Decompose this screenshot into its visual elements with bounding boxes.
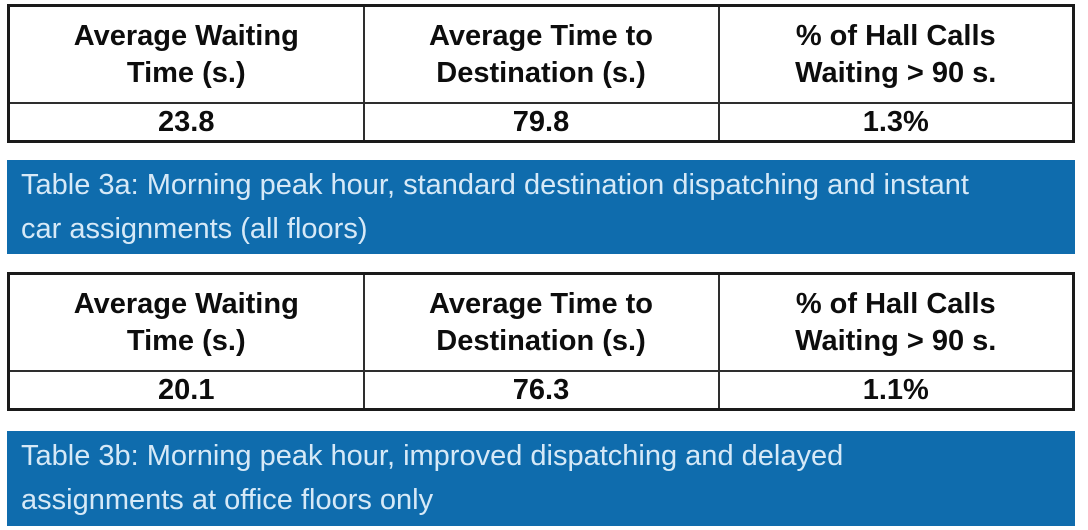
results-table-3a: Average Waiting Time (s.) Average Time t… [7,4,1075,143]
table-caption-3b: Table 3b: Morning peak hour, improved di… [7,431,1075,526]
value-avg-waiting-time: 20.1 [7,370,365,411]
header-row: Average Waiting Time (s.) Average Time t… [7,4,1075,104]
value-avg-time-to-destination: 76.3 [362,370,720,411]
column-header-avg-waiting-time: Average Waiting Time (s.) [7,272,365,372]
value-pct-hall-calls-waiting: 1.1% [717,370,1075,411]
column-header-pct-hall-calls-waiting: % of Hall Calls Waiting > 90 s. [717,4,1075,104]
results-table-3b: Average Waiting Time (s.) Average Time t… [7,272,1075,411]
column-header-avg-time-to-destination: Average Time to Destination (s.) [362,272,720,372]
results-table-3b-header: Average Waiting Time (s.) Average Time t… [7,272,1075,372]
header-row: Average Waiting Time (s.) Average Time t… [7,272,1075,372]
column-header-pct-hall-calls-waiting: % of Hall Calls Waiting > 90 s. [717,272,1075,372]
value-avg-waiting-time: 23.8 [7,102,365,143]
column-header-avg-waiting-time: Average Waiting Time (s.) [7,4,365,104]
table-row: 20.1 76.3 1.1% [7,370,1075,411]
results-table-3b-body: 20.1 76.3 1.1% [7,370,1075,411]
table-row: 23.8 79.8 1.3% [7,102,1075,143]
column-header-avg-time-to-destination: Average Time to Destination (s.) [362,4,720,104]
results-table-3a-body: 23.8 79.8 1.3% [7,102,1075,143]
value-pct-hall-calls-waiting: 1.3% [717,102,1075,143]
value-avg-time-to-destination: 79.8 [362,102,720,143]
table-caption-3a: Table 3a: Morning peak hour, standard de… [7,160,1075,254]
results-table-3a-header: Average Waiting Time (s.) Average Time t… [7,4,1075,104]
